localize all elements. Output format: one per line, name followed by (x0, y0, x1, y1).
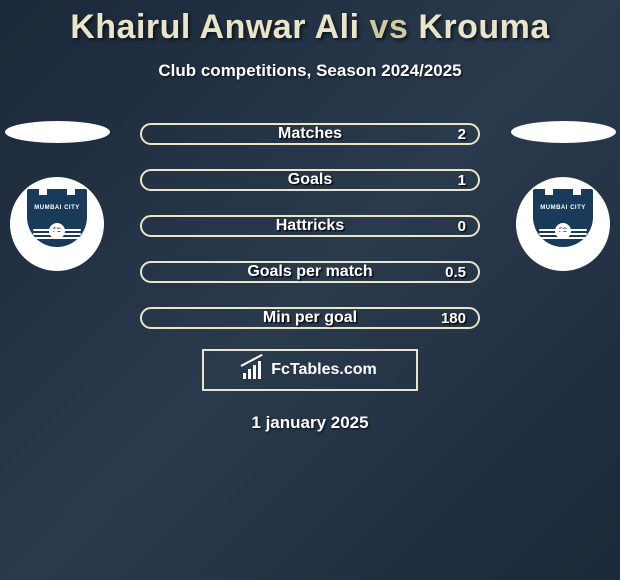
main-row: MUMBAI CITY FC Matches 2 Goals 1 (0, 121, 620, 329)
snapshot-date: 1 january 2025 (0, 413, 620, 433)
brand-box[interactable]: FcTables.com (202, 349, 418, 391)
stat-row-matches: Matches 2 (140, 123, 480, 145)
stat-row-goals: Goals 1 (140, 169, 480, 191)
stats-column: Matches 2 Goals 1 Hattricks 0 Goals per … (140, 121, 480, 329)
player1-club-name: MUMBAI CITY (27, 205, 87, 212)
player2-club-name: MUMBAI CITY (533, 205, 593, 212)
stat-label: Goals per match (142, 263, 478, 281)
crest-castle-icon (533, 189, 593, 203)
stat-label: Matches (142, 125, 478, 143)
stat-label: Goals (142, 171, 478, 189)
crest-castle-icon (27, 189, 87, 203)
vs-label: vs (370, 8, 409, 46)
player2-club-badge: MUMBAI CITY FC (516, 177, 610, 271)
bar-chart-icon (243, 361, 265, 379)
comparison-card: Khairul Anwar Ali vs Krouma Club competi… (0, 0, 620, 433)
right-column: MUMBAI CITY FC (508, 121, 618, 271)
crest-waves-icon (539, 229, 587, 243)
stat-row-hattricks: Hattricks 0 (140, 215, 480, 237)
stat-right-value: 0.5 (445, 264, 466, 281)
stat-row-goals-per-match: Goals per match 0.5 (140, 261, 480, 283)
stat-right-value: 0 (458, 218, 466, 235)
player2-name: Krouma (418, 8, 549, 46)
player2-avatar (511, 121, 616, 143)
competition-subtitle: Club competitions, Season 2024/2025 (0, 61, 620, 81)
stat-right-value: 1 (458, 172, 466, 189)
stat-label: Hattricks (142, 217, 478, 235)
page-title: Khairul Anwar Ali vs Krouma (0, 8, 620, 47)
brand-text: FcTables.com (271, 361, 377, 379)
stat-right-value: 180 (441, 310, 466, 327)
crest-waves-icon (33, 229, 81, 243)
stat-right-value: 2 (458, 126, 466, 143)
player1-club-badge: MUMBAI CITY FC (10, 177, 104, 271)
player1-avatar (5, 121, 110, 143)
left-column: MUMBAI CITY FC (2, 121, 112, 271)
stat-row-min-per-goal: Min per goal 180 (140, 307, 480, 329)
stat-label: Min per goal (142, 309, 478, 327)
player1-name: Khairul Anwar Ali (70, 8, 359, 46)
